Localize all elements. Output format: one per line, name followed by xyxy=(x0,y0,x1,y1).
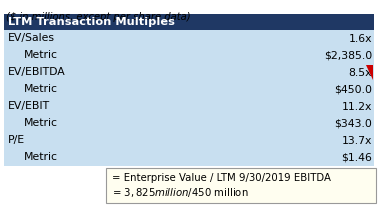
Text: Metric: Metric xyxy=(24,84,58,94)
Text: $2,385.0: $2,385.0 xyxy=(324,50,372,60)
Text: Metric: Metric xyxy=(24,50,58,60)
Text: $343.0: $343.0 xyxy=(334,118,372,129)
Text: Metric: Metric xyxy=(24,152,58,163)
Text: ($ in millions, except per share data): ($ in millions, except per share data) xyxy=(6,12,191,22)
Text: $450.0: $450.0 xyxy=(334,84,372,94)
Text: Metric: Metric xyxy=(24,118,58,129)
Text: P/E: P/E xyxy=(8,135,25,146)
Text: EV/EBIT: EV/EBIT xyxy=(8,101,50,112)
Text: LTM Transaction Multiples: LTM Transaction Multiples xyxy=(8,17,175,27)
Text: = Enterprise Value / LTM 9/30/2019 EBITDA: = Enterprise Value / LTM 9/30/2019 EBITD… xyxy=(112,173,330,183)
Bar xyxy=(4,14,374,30)
Text: $1.46: $1.46 xyxy=(341,152,372,163)
Text: 1.6x: 1.6x xyxy=(349,34,372,43)
Text: = $3,825 million / $450 million: = $3,825 million / $450 million xyxy=(112,186,248,198)
Text: 11.2x: 11.2x xyxy=(342,101,372,112)
Bar xyxy=(4,30,374,166)
Polygon shape xyxy=(366,65,373,80)
Text: EV/EBITDA: EV/EBITDA xyxy=(8,67,66,77)
Text: 8.5x: 8.5x xyxy=(349,67,372,77)
FancyBboxPatch shape xyxy=(106,168,375,202)
Text: 13.7x: 13.7x xyxy=(342,135,372,146)
Text: EV/Sales: EV/Sales xyxy=(8,34,55,43)
